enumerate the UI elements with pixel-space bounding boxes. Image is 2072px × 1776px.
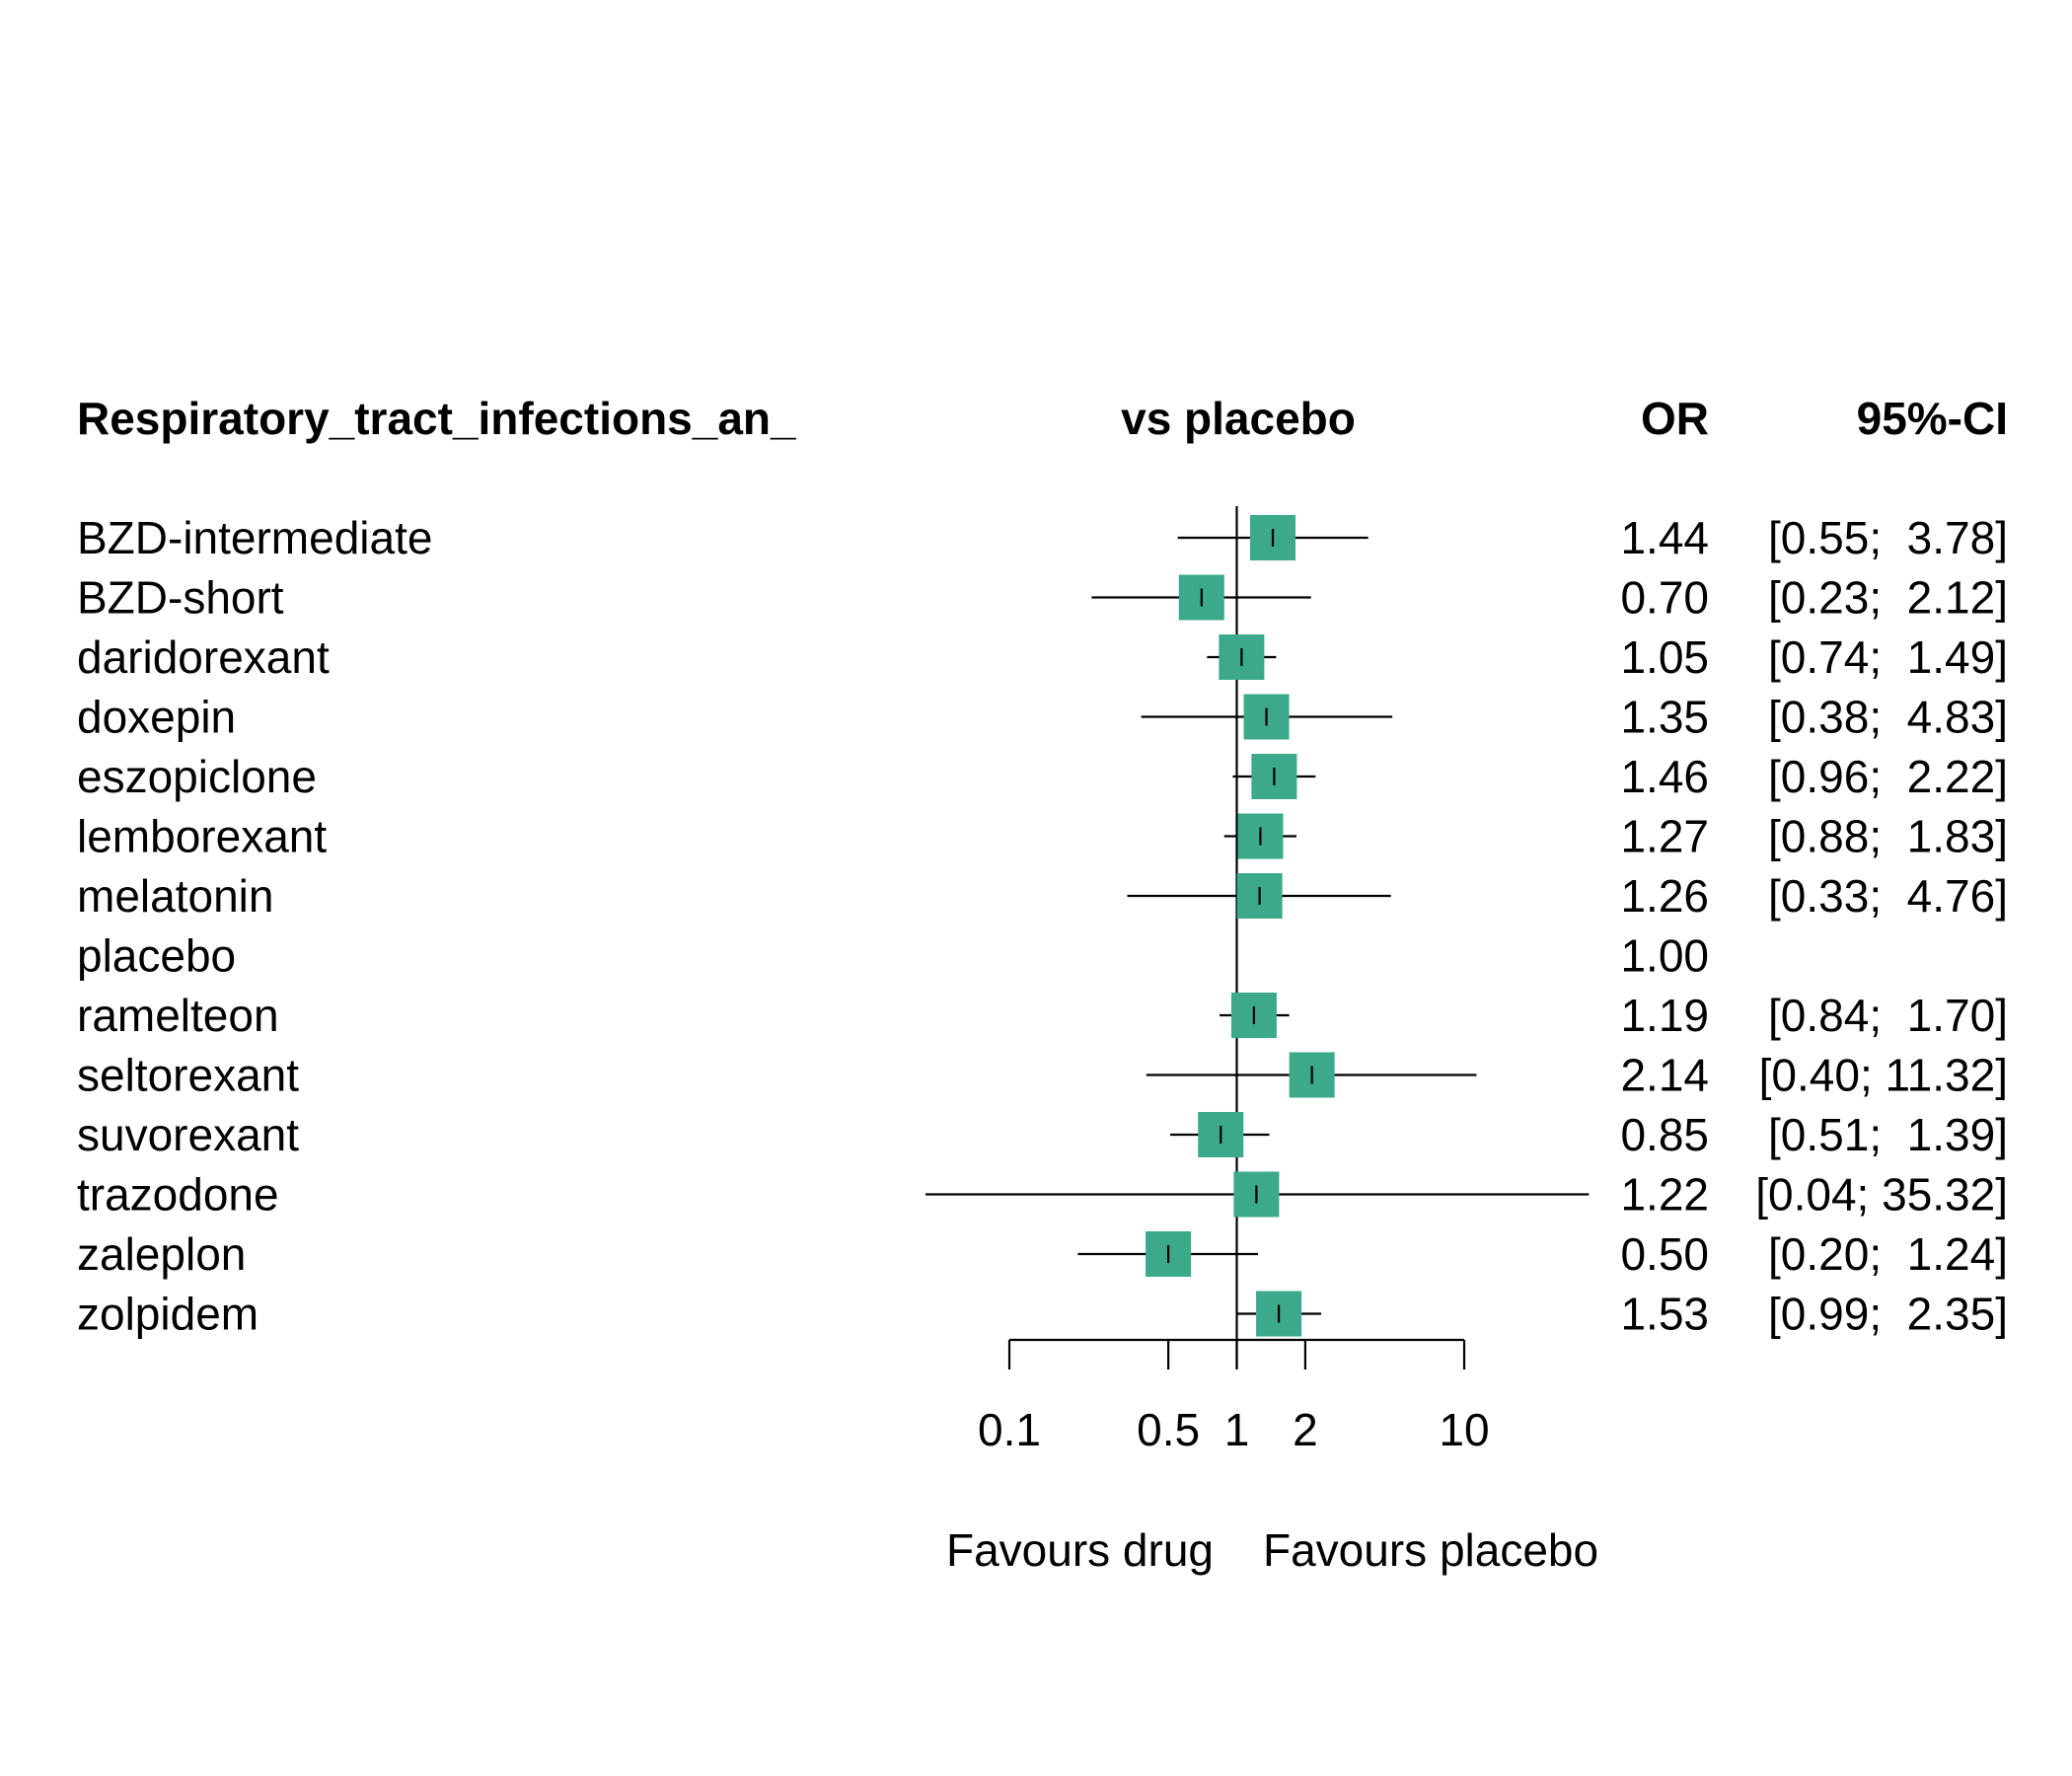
row-or-value: 1.22 [1620, 1169, 1709, 1221]
row-label: daridorexant [77, 631, 330, 683]
x-tick-label: 0.5 [1137, 1404, 1200, 1455]
row-ci-value: [0.38; 4.83] [1768, 692, 2008, 743]
row-ci-value: [0.33; 4.76] [1768, 870, 2008, 922]
row-or-value: 1.19 [1620, 990, 1709, 1041]
x-tick-label: 0.1 [978, 1404, 1041, 1455]
x-axis: 0.1 0.5 1 2 10 [978, 1338, 1490, 1455]
row-label: melatonin [77, 870, 273, 922]
row-label: eszopiclone [77, 751, 317, 802]
row-or-value: 1.00 [1620, 930, 1709, 982]
row-or-value: 1.44 [1620, 512, 1709, 563]
header-ci: 95%-CI [1857, 393, 2008, 444]
row-or-value: 0.50 [1620, 1228, 1709, 1280]
row-label: suvorexant [77, 1109, 299, 1160]
favours-right-label: Favours placebo [1263, 1524, 1598, 1576]
row-ci-value: [0.84; 1.70] [1768, 990, 2008, 1041]
header-comparison: vs placebo [1121, 393, 1356, 444]
row-ci-value: [0.88; 1.83] [1768, 811, 2008, 862]
row-label: trazodone [77, 1169, 279, 1221]
x-tick-label: 1 [1224, 1404, 1250, 1455]
header-title: Respiratory_tract_infections_an_ [77, 393, 796, 444]
row-label: zaleplon [77, 1228, 246, 1280]
row-or-value: 1.53 [1620, 1289, 1709, 1340]
x-tick-label: 10 [1439, 1404, 1489, 1455]
row-or-value: 0.85 [1620, 1109, 1709, 1160]
rows-group: BZD-intermediate 1.44 [0.55; 3.78] BZD-shor… [77, 506, 2008, 1368]
row-label: lemborexant [77, 811, 327, 862]
row-label: placebo [77, 930, 236, 982]
x-tick-label: 2 [1293, 1404, 1318, 1455]
header-or: OR [1641, 393, 1709, 444]
row-label: doxepin [77, 692, 236, 743]
row-or-value: 1.05 [1620, 631, 1709, 683]
row-or-value: 1.35 [1620, 692, 1709, 743]
row-or-value: 1.46 [1620, 751, 1709, 802]
row-label: seltorexant [77, 1050, 299, 1101]
row-ci-value: [0.23; 2.12] [1768, 572, 2008, 624]
row-label: ramelteon [77, 990, 279, 1041]
row-ci-value: [0.74; 1.49] [1768, 631, 2008, 683]
row-label: BZD-intermediate [77, 512, 432, 563]
row-or-value: 0.70 [1620, 572, 1709, 624]
favours-left-label: Favours drug [946, 1524, 1214, 1576]
row-or-value: 2.14 [1620, 1050, 1709, 1101]
row-or-value: 1.26 [1620, 870, 1709, 922]
row-ci-value: [0.96; 2.22] [1768, 751, 2008, 802]
row-or-value: 1.27 [1620, 811, 1709, 862]
row-ci-value: [0.51; 1.39] [1768, 1109, 2008, 1160]
row-ci-value: [0.99; 2.35] [1768, 1289, 2008, 1340]
row-label: BZD-short [77, 572, 284, 624]
row-label: zolpidem [77, 1289, 259, 1340]
row-ci-value: [0.04; 35.32] [1755, 1169, 2008, 1221]
row-ci-value: [0.20; 1.24] [1768, 1228, 2008, 1280]
row-ci-value: [0.40; 11.32] [1759, 1050, 2008, 1101]
row-ci-value: [0.55; 3.78] [1768, 512, 2008, 563]
